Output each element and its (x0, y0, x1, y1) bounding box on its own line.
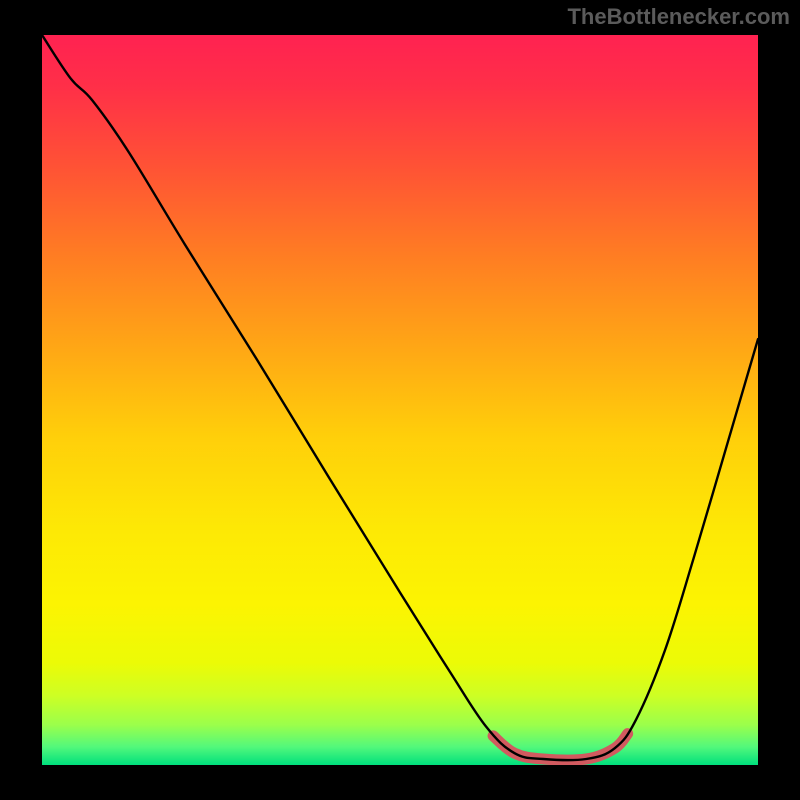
valley-highlight (493, 734, 628, 760)
curve-layer (42, 35, 758, 765)
plot-area (42, 35, 758, 765)
watermark-text: TheBottlenecker.com (567, 4, 790, 30)
bottleneck-curve (42, 35, 758, 760)
chart-frame: TheBottlenecker.com (0, 0, 800, 800)
